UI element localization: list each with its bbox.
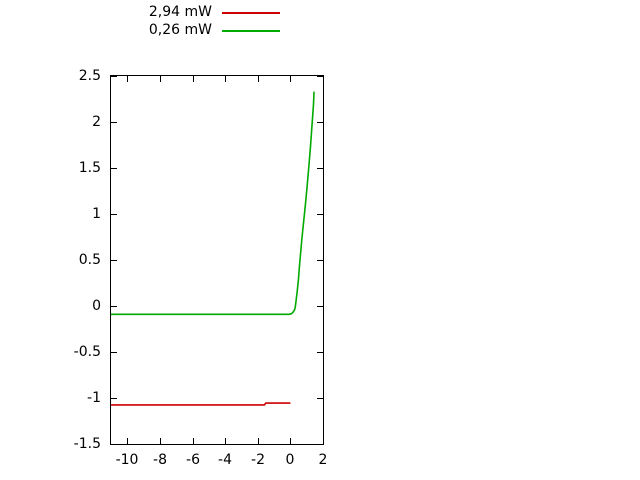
x-axis-tick-top: [323, 76, 324, 82]
y-axis-tick-right: [317, 76, 323, 77]
y-axis-tick-right: [317, 260, 323, 261]
y-axis-tick: [111, 398, 117, 399]
y-axis-tick-right: [317, 398, 323, 399]
y-axis-tick-right: [317, 214, 323, 215]
legend-line-sample-red: [222, 12, 280, 14]
y-axis-tick: [111, 214, 117, 215]
x-axis-tick: [323, 438, 324, 444]
x-axis-tick: [193, 438, 194, 444]
y-axis-tick: [111, 76, 117, 77]
plot-area: [111, 76, 323, 444]
x-axis-tick-label: -4: [218, 452, 232, 468]
y-axis-tick: [111, 122, 117, 123]
y-axis-tick: [111, 260, 117, 261]
y-axis-tick: [111, 306, 117, 307]
y-axis-tick: [111, 352, 117, 353]
y-axis-tick-label: 0.5: [78, 252, 101, 268]
legend-entry-1: 0,26 mW: [0, 22, 300, 40]
legend-label-0: 2,94 mW: [148, 4, 212, 20]
y-axis-tick-label: -1: [87, 390, 101, 406]
chart-legend: 2,94 mW 0,26 mW: [0, 0, 300, 44]
x-axis-tick-top: [127, 76, 128, 82]
y-axis-tick-right: [317, 122, 323, 123]
legend-label-1: 0,26 mW: [148, 22, 212, 38]
x-axis-tick-label: -10: [115, 452, 139, 468]
data-curves: [111, 91, 315, 406]
x-axis-tick-top: [160, 76, 161, 82]
y-axis-tick-right: [317, 306, 323, 307]
x-axis-tick: [258, 438, 259, 444]
y-axis-tick-right: [317, 168, 323, 169]
x-axis-tick-top: [258, 76, 259, 82]
y-axis-tick-label: 2.5: [78, 68, 101, 84]
x-axis-tick-top: [225, 76, 226, 82]
legend-line-sample-green: [222, 30, 280, 32]
x-axis-tick-label: -2: [251, 452, 265, 468]
y-axis-tick-label: -0.5: [73, 344, 101, 360]
series-line: [111, 91, 315, 316]
y-axis-tick-right: [317, 352, 323, 353]
series-line: [111, 402, 291, 406]
y-axis-tick: [111, 444, 117, 445]
x-axis-tick: [225, 438, 226, 444]
legend-entry-0: 2,94 mW: [0, 4, 300, 22]
y-axis-tick-right: [317, 444, 323, 445]
x-axis-tick-label: -6: [186, 452, 200, 468]
y-axis-tick-label: 0: [92, 298, 101, 314]
plot-frame: [110, 75, 324, 445]
x-axis-tick-label: 0: [285, 452, 295, 468]
x-axis-tick-label: -8: [153, 452, 167, 468]
y-axis-tick-label: 2: [92, 114, 101, 130]
x-axis-tick: [127, 438, 128, 444]
x-axis-tick: [160, 438, 161, 444]
x-axis-tick-label: 2: [318, 452, 328, 468]
y-axis-tick-label: -1.5: [73, 436, 101, 452]
y-axis-tick: [111, 168, 117, 169]
y-axis-tick-label: 1.5: [78, 160, 101, 176]
y-axis-tick-label: 1: [92, 206, 101, 222]
x-axis-tick: [290, 438, 291, 444]
x-axis-tick-top: [290, 76, 291, 82]
x-axis-tick-top: [193, 76, 194, 82]
